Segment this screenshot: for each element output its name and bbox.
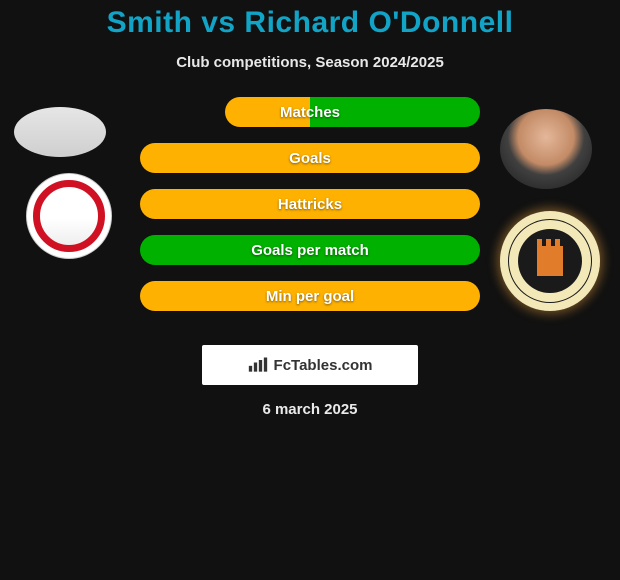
stat-bar-right xyxy=(310,235,480,265)
stat-bar-left xyxy=(140,143,310,173)
stat-bar-right xyxy=(310,281,480,311)
attribution-text: FcTables.com xyxy=(274,357,373,374)
stat-bar-right xyxy=(310,143,480,173)
date-label: 6 march 2025 xyxy=(0,401,620,418)
stat-bar-right xyxy=(310,97,480,127)
stat-bar-left xyxy=(140,189,310,219)
player-right-avatar xyxy=(500,109,592,189)
stat-bar-left xyxy=(140,281,310,311)
chart-icon xyxy=(248,357,268,373)
player-left-avatar xyxy=(14,107,106,157)
stat-row: 00Hattricks xyxy=(140,189,480,219)
attribution-badge: FcTables.com xyxy=(202,345,418,385)
stat-row: Min per goal xyxy=(140,281,480,311)
stat-bar-right xyxy=(310,189,480,219)
club-crest-right xyxy=(500,211,600,311)
stat-row: 00Goals xyxy=(140,143,480,173)
page-subtitle: Club competitions, Season 2024/2025 xyxy=(0,54,620,71)
club-crest-left xyxy=(26,173,112,259)
stat-bar-left xyxy=(140,235,310,265)
comparison-stage: 48Matches 00Goals 00Hattricks Goals per mat… xyxy=(0,97,620,437)
page-title: Smith vs Richard O'Donnell xyxy=(0,0,620,40)
stat-bar-left xyxy=(225,97,310,127)
stat-row: Goals per match xyxy=(140,235,480,265)
stat-bars: 48Matches 00Goals 00Hattricks Goals per mat… xyxy=(140,97,480,327)
stat-row: 48Matches xyxy=(140,97,480,127)
